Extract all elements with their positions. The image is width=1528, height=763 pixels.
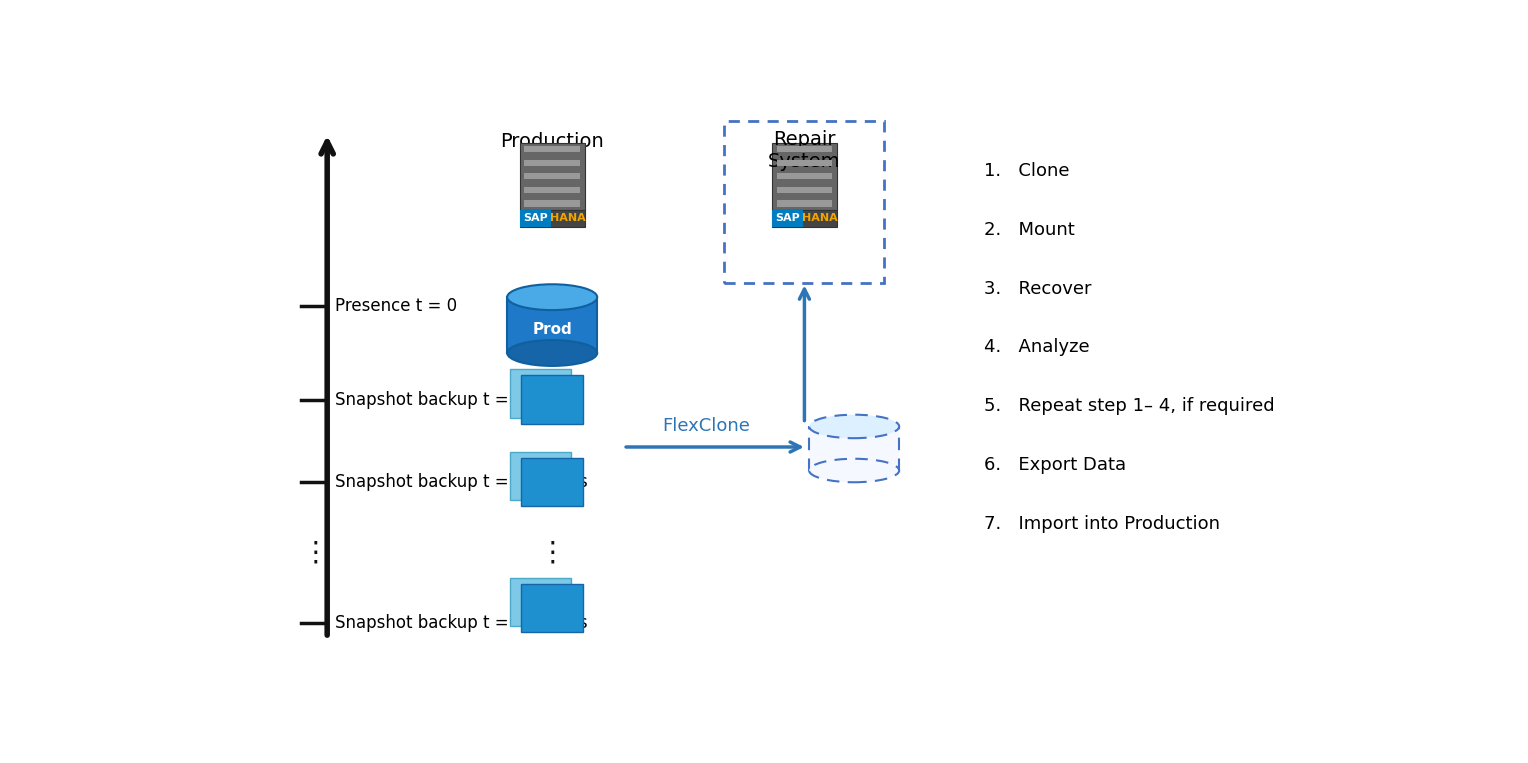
Text: Prod: Prod [532,322,571,337]
Bar [772,143,837,211]
Ellipse shape [810,415,898,438]
FancyBboxPatch shape [521,584,584,632]
FancyBboxPatch shape [521,375,584,423]
Bar [776,173,833,179]
FancyBboxPatch shape [509,578,571,626]
Text: HANA: HANA [550,214,585,224]
Text: Snapshot backup t = -6hours: Snapshot backup t = -6hours [336,391,578,409]
FancyBboxPatch shape [521,458,584,506]
Text: ⋮: ⋮ [538,539,565,567]
Text: Production: Production [500,132,604,151]
Bar [776,201,833,207]
FancyBboxPatch shape [772,211,804,227]
Ellipse shape [507,285,597,310]
Text: Repair
System: Repair System [769,130,840,171]
Text: SAP: SAP [775,214,799,224]
Text: 2.   Mount: 2. Mount [984,221,1076,239]
Bar [524,146,581,153]
Bar [810,427,898,471]
Bar [520,143,585,211]
Text: ⋮: ⋮ [301,539,329,567]
Text: 3.   Recover: 3. Recover [984,279,1093,298]
FancyBboxPatch shape [509,452,571,500]
Text: 5.   Repeat step 1– 4, if required: 5. Repeat step 1– 4, if required [984,397,1274,415]
Bar [524,173,581,179]
Text: SAP: SAP [523,214,547,224]
Bar [776,187,833,193]
Text: 7.   Import into Production: 7. Import into Production [984,514,1221,533]
Bar [520,211,585,227]
FancyBboxPatch shape [509,369,571,417]
Bar [524,201,581,207]
Text: Snapshot backup t = -36hours: Snapshot backup t = -36hours [336,614,588,633]
Bar [524,160,581,166]
Text: HANA: HANA [802,214,837,224]
FancyBboxPatch shape [520,211,552,227]
Text: 6.   Export Data: 6. Export Data [984,456,1126,474]
Bar [776,160,833,166]
Ellipse shape [810,459,898,482]
Text: 4.   Analyze: 4. Analyze [984,338,1089,356]
Bar [507,297,597,353]
Text: 1.   Clone: 1. Clone [984,162,1070,180]
Bar [772,211,837,227]
Text: Snapshot backup t = -12hours: Snapshot backup t = -12hours [336,473,588,491]
Bar [524,187,581,193]
Text: Presence t = 0: Presence t = 0 [336,297,457,315]
Bar [776,146,833,153]
Ellipse shape [507,340,597,366]
Text: FlexClone: FlexClone [662,417,750,436]
